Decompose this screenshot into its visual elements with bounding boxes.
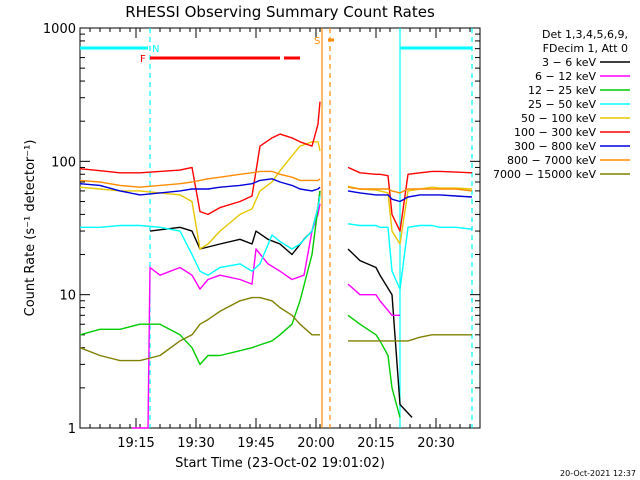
series-line (79, 178, 473, 203)
x-tick-label: 20:15 (357, 436, 394, 451)
legend-entry: 12 − 25 keV (528, 84, 596, 97)
flag-label: F (140, 54, 146, 65)
legend-header: FDecim 1, Att 0 (543, 42, 628, 55)
x-axis-label: Start Time (23-Oct-02 19:01:02) (175, 456, 385, 471)
y-tick-label: 10 (59, 289, 76, 304)
legend-entry: 800 − 7000 keV (507, 154, 596, 167)
series-line (79, 141, 473, 250)
plot-frame (79, 27, 481, 429)
y-tick-label: 100 (51, 155, 76, 170)
series-lines (79, 101, 473, 429)
legend: Det 1,3,4,5,6,9,FDecim 1, Att 03 − 6 keV… (493, 28, 630, 181)
y-axis-label: Count Rate (s⁻¹ detector⁻¹) (23, 140, 38, 317)
series-line (79, 170, 473, 194)
x-tick-label: 20:00 (297, 436, 334, 451)
series-line (80, 195, 473, 290)
legend-entry: 100 − 300 keV (514, 126, 596, 139)
legend-entry: 300 − 800 keV (514, 140, 596, 153)
state-flags: NF S (80, 36, 472, 65)
y-tick-label: 1 (68, 422, 76, 437)
legend-entry: 7000 − 15000 keV (493, 168, 596, 181)
legend-entry: 3 − 6 keV (542, 56, 596, 69)
legend-entry: 6 − 12 keV (535, 70, 596, 83)
plot-axes: 1 10 100 1000 19:15 19:30 19:45 20:00 20:15 20:30 (43, 22, 481, 451)
chart-title: RHESSI Observing Summary Count Rates (125, 3, 435, 21)
series-line (79, 101, 473, 232)
series-line (79, 296, 472, 362)
y-tick-label: 1000 (43, 22, 76, 37)
x-tick-label: 20:30 (417, 436, 454, 451)
flag-label: S (314, 36, 320, 47)
x-tick-label: 19:45 (237, 436, 274, 451)
legend-entry: 25 − 50 keV (528, 98, 596, 111)
legend-header: Det 1,3,4,5,6,9, (542, 28, 628, 41)
footer-timestamp: 20-Oct-2021 12:37 (560, 469, 636, 478)
flag-label: N (152, 44, 159, 55)
x-tick-label: 19:15 (117, 436, 154, 451)
vertical-markers (149, 28, 473, 428)
series-line (132, 203, 400, 429)
legend-entry: 50 − 100 keV (521, 112, 596, 125)
x-tick-label: 19:30 (177, 436, 214, 451)
